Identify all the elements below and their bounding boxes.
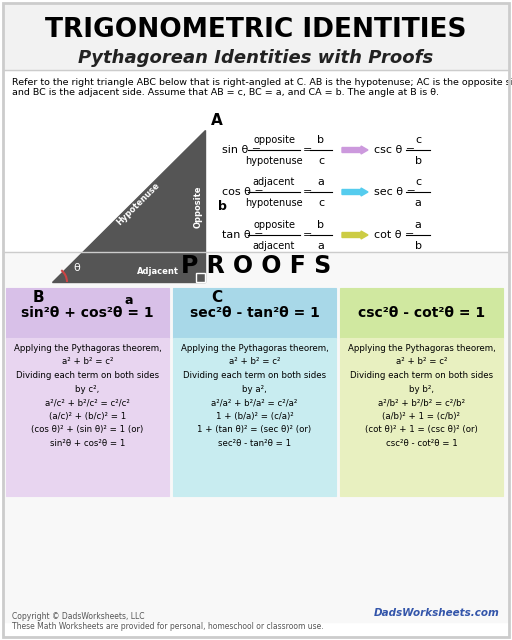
Text: a²/b² + b²/b² = c²/b²: a²/b² + b²/b² = c²/b² bbox=[378, 398, 465, 407]
Text: c: c bbox=[109, 193, 116, 207]
Text: opposite: opposite bbox=[253, 220, 295, 230]
Bar bbox=[173, 288, 336, 338]
Text: 1 + (b/a)² = (c/a)²: 1 + (b/a)² = (c/a)² bbox=[216, 412, 293, 420]
Text: A: A bbox=[211, 113, 223, 128]
Text: Adjacent: Adjacent bbox=[137, 268, 179, 276]
Text: c: c bbox=[318, 156, 324, 166]
Text: a: a bbox=[124, 294, 133, 307]
Text: P R O O F S: P R O O F S bbox=[181, 254, 331, 278]
FancyArrow shape bbox=[342, 188, 368, 196]
Polygon shape bbox=[52, 130, 205, 282]
Text: C: C bbox=[211, 290, 223, 305]
Text: sin²θ + cos²θ = 1: sin²θ + cos²θ = 1 bbox=[50, 438, 125, 447]
Text: (cos θ)² + (sin θ)² = 1 (or): (cos θ)² + (sin θ)² = 1 (or) bbox=[31, 425, 144, 434]
Text: a: a bbox=[317, 241, 325, 251]
Text: =: = bbox=[302, 187, 312, 197]
Text: Applying the Pythagoras theorem,: Applying the Pythagoras theorem, bbox=[181, 344, 328, 353]
Text: opposite: opposite bbox=[253, 135, 295, 145]
Text: csc²θ - cot²θ = 1: csc²θ - cot²θ = 1 bbox=[358, 306, 485, 320]
Text: Dividing each term on both sides: Dividing each term on both sides bbox=[350, 371, 493, 380]
Text: Hypotenuse: Hypotenuse bbox=[115, 181, 161, 227]
Bar bbox=[6, 338, 169, 496]
Text: Dividing each term on both sides: Dividing each term on both sides bbox=[183, 371, 326, 380]
Text: adjacent: adjacent bbox=[253, 241, 295, 251]
Text: θ: θ bbox=[74, 263, 80, 273]
Text: sec²θ - tan²θ = 1: sec²θ - tan²θ = 1 bbox=[218, 438, 291, 447]
Text: sec²θ - tan²θ = 1: sec²θ - tan²θ = 1 bbox=[189, 306, 319, 320]
Text: b: b bbox=[218, 200, 227, 212]
Text: DadsWorksheets.com: DadsWorksheets.com bbox=[374, 608, 500, 618]
Text: a² + b² = c²: a² + b² = c² bbox=[229, 358, 280, 367]
Text: sec θ =: sec θ = bbox=[374, 187, 416, 197]
FancyArrow shape bbox=[342, 231, 368, 239]
Text: Refer to the right triangle ABC below that is right-angled at C. AB is the hypot: Refer to the right triangle ABC below th… bbox=[12, 78, 512, 97]
Text: b: b bbox=[317, 220, 325, 230]
Text: Pythagorean Identities with Proofs: Pythagorean Identities with Proofs bbox=[78, 49, 434, 67]
Text: by c²,: by c², bbox=[75, 385, 100, 394]
Text: csc²θ - cot²θ = 1: csc²θ - cot²θ = 1 bbox=[386, 438, 457, 447]
Text: hypotenuse: hypotenuse bbox=[245, 198, 303, 208]
Text: =: = bbox=[302, 230, 312, 240]
Text: csc θ =: csc θ = bbox=[374, 145, 415, 155]
Text: a² + b² = c²: a² + b² = c² bbox=[62, 358, 113, 367]
Text: a² + b² = c²: a² + b² = c² bbox=[396, 358, 447, 367]
Text: by b²,: by b², bbox=[409, 385, 434, 394]
Text: Opposite: Opposite bbox=[194, 186, 203, 228]
Text: cot θ =: cot θ = bbox=[374, 230, 414, 240]
Text: a: a bbox=[415, 220, 421, 230]
FancyArrow shape bbox=[342, 146, 368, 154]
Text: sin θ =: sin θ = bbox=[222, 145, 261, 155]
Text: 1 + (tan θ)² = (sec θ)² (or): 1 + (tan θ)² = (sec θ)² (or) bbox=[198, 425, 312, 434]
Text: tan θ =: tan θ = bbox=[222, 230, 264, 240]
Text: Dividing each term on both sides: Dividing each term on both sides bbox=[16, 371, 159, 380]
Text: (a/c)² + (b/c)² = 1: (a/c)² + (b/c)² = 1 bbox=[49, 412, 126, 420]
Bar bbox=[3, 252, 509, 622]
Text: c: c bbox=[415, 177, 421, 187]
Bar bbox=[340, 288, 503, 338]
Text: a: a bbox=[317, 177, 325, 187]
Bar bbox=[6, 288, 169, 338]
Text: by a²,: by a², bbox=[242, 385, 267, 394]
Text: cos θ =: cos θ = bbox=[222, 187, 264, 197]
Bar bbox=[340, 338, 503, 496]
Text: Applying the Pythagoras theorem,: Applying the Pythagoras theorem, bbox=[14, 344, 161, 353]
Text: Applying the Pythagoras theorem,: Applying the Pythagoras theorem, bbox=[348, 344, 496, 353]
Text: TRIGONOMETRIC IDENTITIES: TRIGONOMETRIC IDENTITIES bbox=[45, 17, 467, 43]
Text: =: = bbox=[302, 145, 312, 155]
Text: b: b bbox=[317, 135, 325, 145]
Bar bbox=[196, 273, 205, 282]
Text: c: c bbox=[415, 135, 421, 145]
Text: a²/a² + b²/a² = c²/a²: a²/a² + b²/a² = c²/a² bbox=[211, 398, 297, 407]
Text: (a/b)² + 1 = (c/b)²: (a/b)² + 1 = (c/b)² bbox=[382, 412, 460, 420]
Text: a²/c² + b²/c² = c²/c²: a²/c² + b²/c² = c²/c² bbox=[45, 398, 130, 407]
Text: (cot θ)² + 1 = (csc θ)² (or): (cot θ)² + 1 = (csc θ)² (or) bbox=[365, 425, 478, 434]
Text: adjacent: adjacent bbox=[253, 177, 295, 187]
Text: B: B bbox=[32, 290, 44, 305]
Text: sin²θ + cos²θ = 1: sin²θ + cos²θ = 1 bbox=[21, 306, 154, 320]
Text: b: b bbox=[415, 156, 421, 166]
Text: c: c bbox=[318, 198, 324, 208]
Text: a: a bbox=[415, 198, 421, 208]
Bar bbox=[173, 338, 336, 496]
Text: b: b bbox=[415, 241, 421, 251]
Bar bbox=[3, 3, 509, 70]
Text: Copyright © DadsWorksheets, LLC
These Math Worksheets are provided for personal,: Copyright © DadsWorksheets, LLC These Ma… bbox=[12, 612, 324, 632]
Text: hypotenuse: hypotenuse bbox=[245, 156, 303, 166]
